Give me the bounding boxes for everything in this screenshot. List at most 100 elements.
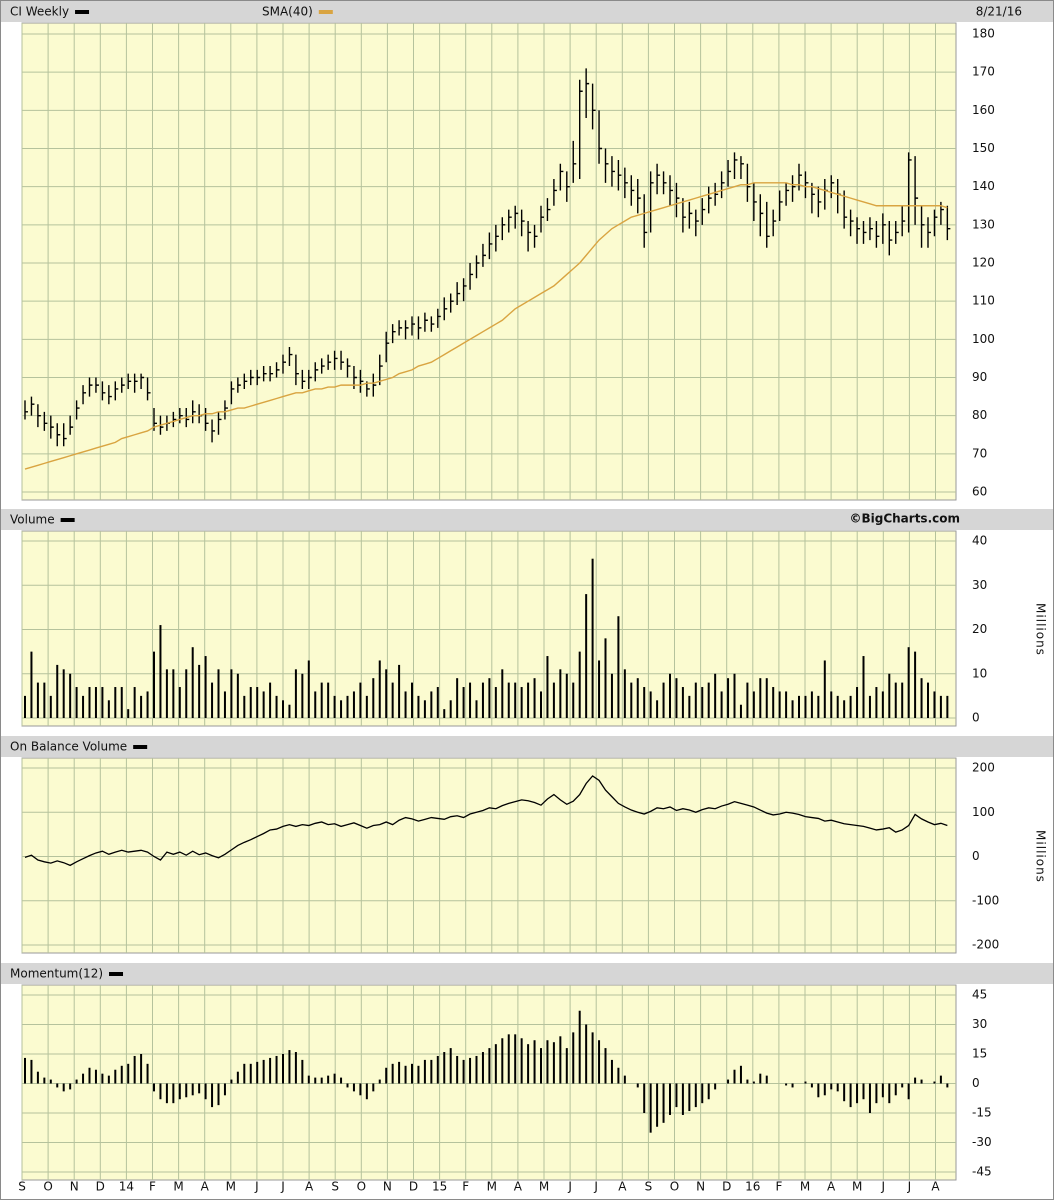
bar — [501, 669, 504, 718]
ohlc-bar — [262, 366, 267, 382]
bar — [191, 647, 194, 718]
ohlc-bar — [69, 415, 74, 435]
y-tick-label: 120 — [972, 256, 995, 270]
ohlc-bar — [572, 140, 577, 183]
bar — [185, 669, 188, 718]
ohlc-bar — [727, 159, 732, 187]
bar — [307, 660, 310, 718]
y-tick-label: 30 — [972, 1017, 987, 1031]
y-tick-label: 180 — [972, 27, 995, 41]
bar — [681, 687, 684, 718]
bar — [340, 700, 343, 718]
bar — [481, 1052, 484, 1084]
bar — [223, 691, 226, 718]
bar — [204, 1083, 207, 1100]
bar — [804, 1081, 807, 1084]
x-tick-label: J — [907, 1180, 912, 1194]
ohlc-bar — [720, 171, 725, 199]
ohlc-bar — [708, 186, 712, 214]
legend-label: Volume — [10, 513, 55, 527]
x-tick-label: N — [696, 1180, 705, 1194]
bar — [856, 1083, 859, 1104]
bar — [701, 1083, 704, 1104]
bar — [598, 1040, 601, 1084]
ohlc-bar — [682, 198, 686, 233]
bar — [333, 1073, 336, 1084]
ohlc-bar — [288, 346, 293, 367]
ohlc-bar — [146, 377, 151, 401]
bar — [101, 1073, 104, 1084]
legend-label: CI Weekly — [10, 5, 69, 19]
bar — [778, 691, 781, 718]
y-tick-label: 40 — [972, 534, 987, 548]
x-tick-label: S — [331, 1180, 339, 1194]
bar — [140, 695, 143, 718]
y-tick-label: -15 — [972, 1106, 992, 1120]
bar — [759, 678, 762, 718]
bar — [230, 669, 233, 718]
bar — [520, 687, 523, 718]
bar — [301, 673, 304, 718]
ohlc-bar — [43, 411, 48, 431]
bar — [888, 1083, 891, 1104]
bar — [817, 1083, 820, 1098]
ohlc-bar — [482, 243, 486, 267]
ohlc-bar — [295, 354, 299, 386]
x-tick-label: S — [645, 1180, 653, 1194]
bar — [746, 682, 749, 718]
bar — [843, 1083, 846, 1102]
legend-swatch — [109, 972, 124, 976]
bar — [36, 682, 39, 718]
ohlc-bar — [804, 171, 809, 199]
y-tick-label: 20 — [972, 622, 987, 636]
ohlc-bar — [488, 232, 493, 260]
bar — [810, 691, 813, 718]
line — [24, 775, 948, 867]
ohlc-bar — [269, 366, 274, 382]
bar — [920, 678, 923, 718]
x-tick-label: 14 — [119, 1180, 134, 1194]
ohlc-bar — [30, 396, 35, 416]
ohlc-bar — [217, 411, 222, 435]
legend-swatch — [133, 745, 148, 749]
ohlc-bar — [785, 182, 790, 206]
bar — [675, 1083, 678, 1108]
y-tick-label: 100 — [972, 332, 995, 346]
bar — [153, 1083, 155, 1092]
ohlc-bar — [559, 163, 564, 191]
bar — [262, 1059, 265, 1084]
bar — [114, 1069, 117, 1084]
ohlc-bar — [946, 205, 951, 241]
bar — [791, 700, 794, 718]
bar — [211, 1083, 214, 1108]
bar — [681, 1083, 684, 1115]
bar — [185, 1083, 188, 1098]
bar — [836, 1083, 839, 1092]
bar — [411, 682, 413, 718]
ohlc-bar — [301, 369, 306, 389]
ohlc-bar — [830, 175, 835, 199]
bar — [101, 687, 104, 718]
bar — [391, 1063, 394, 1084]
panel-header — [1, 736, 1053, 757]
bar — [365, 1083, 368, 1100]
bar — [133, 1055, 136, 1084]
x-tick-label: N — [70, 1180, 79, 1194]
ohlc-bar — [901, 205, 906, 237]
bar — [49, 1079, 52, 1084]
bar — [378, 1079, 381, 1084]
ohlc-bar — [75, 400, 80, 420]
ohlc-bar — [424, 312, 428, 332]
bar — [243, 695, 246, 718]
bar — [172, 1083, 175, 1104]
bar — [120, 1065, 123, 1084]
x-tick-label: M — [539, 1180, 549, 1194]
y-tick-label: 10 — [972, 666, 987, 680]
bar — [475, 700, 478, 718]
ohlc-bar — [920, 205, 925, 248]
bar — [256, 687, 259, 718]
x-tick-label: J — [881, 1180, 886, 1194]
plot-area — [21, 757, 957, 954]
bar — [36, 1071, 39, 1084]
